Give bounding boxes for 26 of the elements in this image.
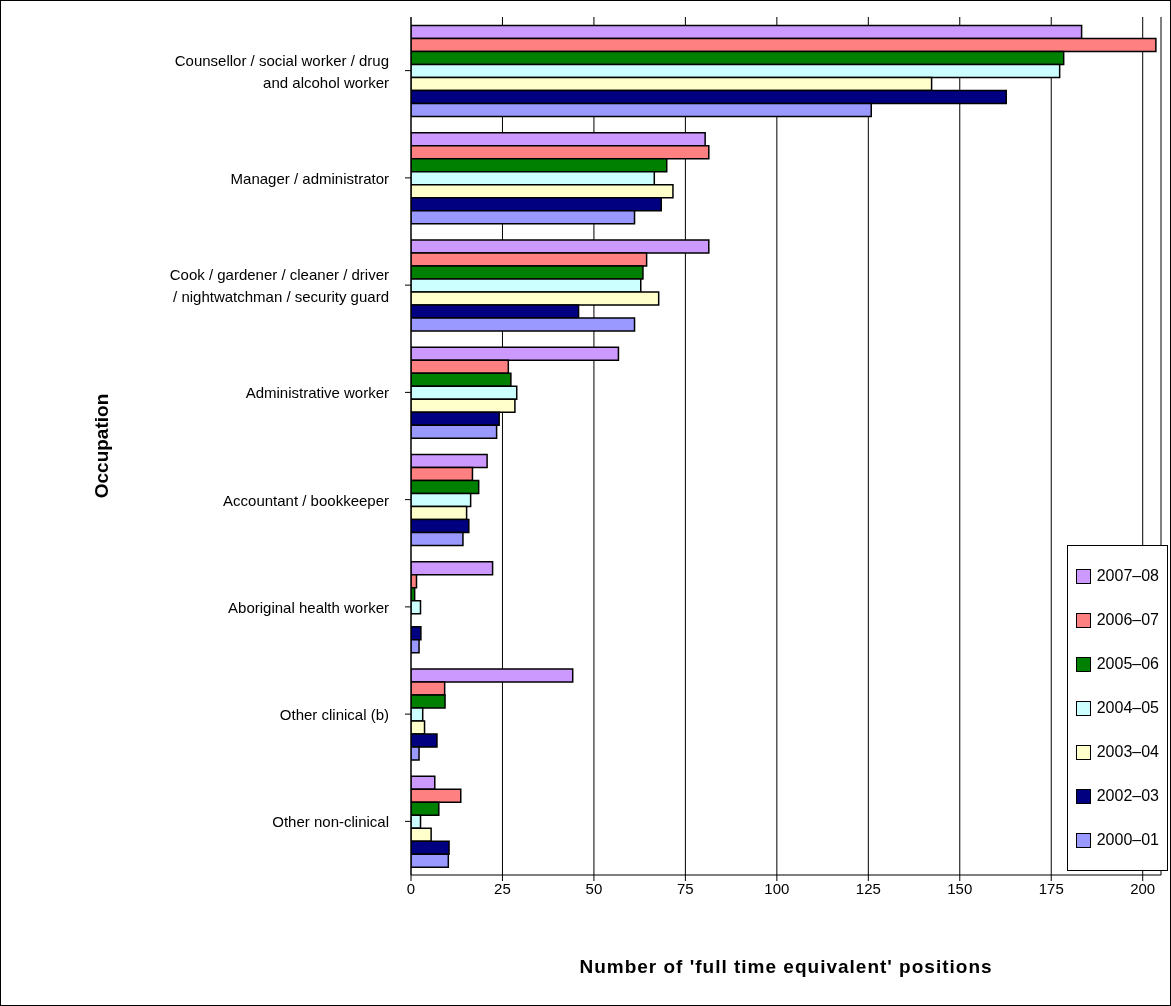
y-tick-label: Other non-clinical xyxy=(272,812,389,830)
x-tick-label: 200 xyxy=(1130,879,1156,897)
legend-label: 2003–04 xyxy=(1096,743,1159,761)
x-tick-label: 150 xyxy=(947,879,973,897)
y-tick-label: Counsellor / social worker / drug and alcohol worker xyxy=(174,51,389,91)
legend-label: 2006–07 xyxy=(1096,611,1159,629)
legend-label: 2002–03 xyxy=(1096,787,1159,805)
x-tick-label: 50 xyxy=(585,879,603,897)
y-tick-label: Administrative worker xyxy=(245,383,389,401)
legend-label: 2000–01 xyxy=(1096,831,1159,849)
y-tick-label: Manager / administrator xyxy=(230,169,389,187)
y-tick-label: Cook / gardener / cleaner / driver / nightwatchman / security guard xyxy=(169,265,389,305)
x-axis-title: Number of 'full time equivalent' positions xyxy=(579,956,993,977)
x-tick-label: 175 xyxy=(1038,879,1064,897)
legend-label: 2007–08 xyxy=(1096,567,1159,585)
legend-label: 2004–05 xyxy=(1096,699,1159,717)
y-tick-label: Other clinical (b) xyxy=(279,705,389,723)
y-tick-label: Aboriginal health worker xyxy=(228,598,389,616)
x-tick-label: 100 xyxy=(764,879,790,897)
legend-label: 2005–06 xyxy=(1096,655,1159,673)
y-tick-label: Accountant / bookkeeper xyxy=(223,491,389,509)
x-tick-label: 0 xyxy=(406,879,416,897)
x-tick-label: 125 xyxy=(855,879,881,897)
x-tick-label: 75 xyxy=(677,879,694,897)
x-tick-label: 25 xyxy=(494,879,511,897)
y-axis-title: Occupation xyxy=(90,393,112,499)
